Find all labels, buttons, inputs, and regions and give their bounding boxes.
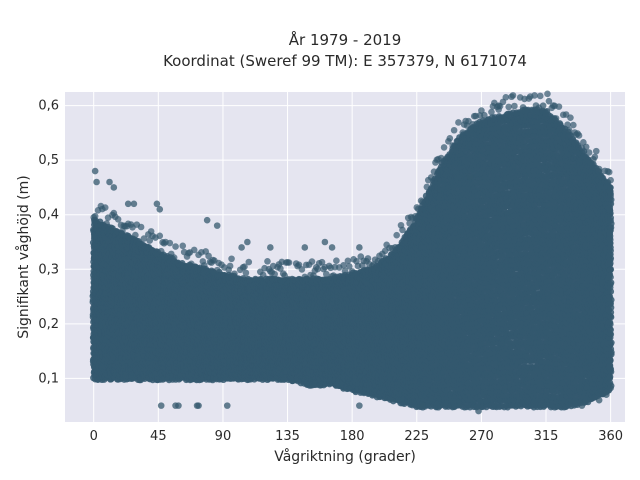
scatter-point xyxy=(172,243,179,250)
scatter-point xyxy=(91,212,99,220)
scatter-point xyxy=(101,204,109,211)
data-points xyxy=(89,90,615,415)
scatter-point xyxy=(132,231,139,239)
scatter-point xyxy=(114,215,122,223)
scatter-point xyxy=(137,223,145,231)
chart-subtitle: Koordinat (Sweref 99 TM): E 357379, N 61… xyxy=(163,52,527,70)
chart-title: År 1979 - 2019 xyxy=(289,30,402,49)
scatter-point xyxy=(166,239,174,247)
scatter-point xyxy=(179,242,187,250)
scatter-point xyxy=(156,232,164,240)
